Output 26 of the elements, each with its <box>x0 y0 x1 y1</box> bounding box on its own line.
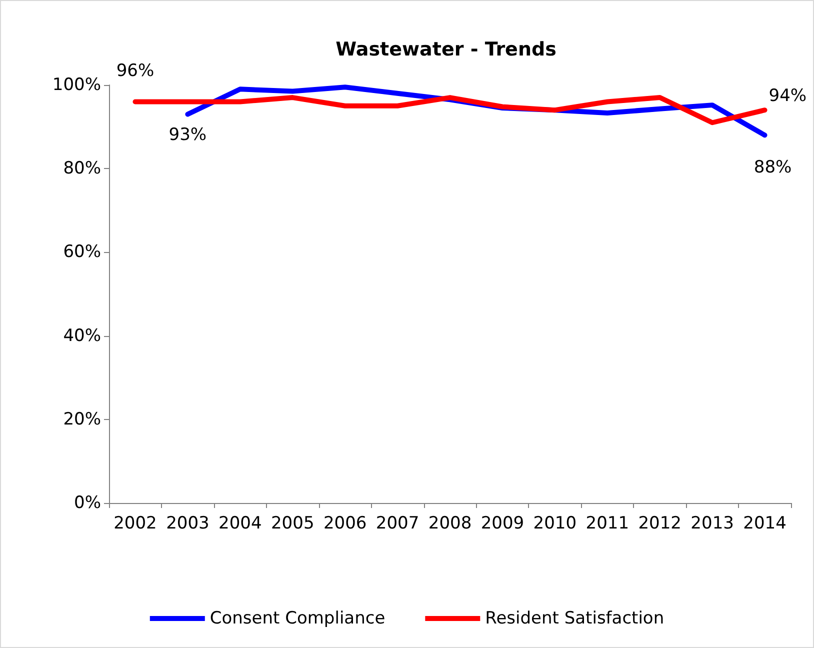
y-tick-label: 60% <box>63 242 101 262</box>
x-tick-label: 2005 <box>270 514 314 534</box>
legend-label: Consent Compliance <box>210 608 386 628</box>
x-tick-label: 2003 <box>166 514 210 534</box>
chart-title: Wastewater - Trends <box>336 38 556 60</box>
x-tick-label: 2008 <box>428 514 472 534</box>
x-tick-label: 2002 <box>114 514 157 534</box>
y-tick-label: 100% <box>52 75 101 95</box>
y-tick-label: 20% <box>63 409 101 430</box>
x-tick-label: 2007 <box>376 514 420 534</box>
x-tick-label: 2010 <box>533 514 577 534</box>
legend-label: Resident Satisfaction <box>485 608 664 628</box>
y-tick-label: 80% <box>63 158 101 179</box>
x-tick-label: 2014 <box>743 514 786 534</box>
x-tick-label: 2009 <box>480 514 524 534</box>
x-tick-label: 2006 <box>323 514 367 534</box>
x-tick-label: 2011 <box>586 514 630 534</box>
data-label: 96% <box>116 61 154 82</box>
data-label: 88% <box>754 158 792 178</box>
x-tick-label: 2004 <box>218 514 262 534</box>
y-tick-label: 40% <box>63 326 101 346</box>
x-tick-label: 2012 <box>638 514 682 534</box>
x-tick-label: 2013 <box>690 514 734 534</box>
data-label: 93% <box>168 124 207 145</box>
y-tick-label: 0% <box>74 493 101 513</box>
data-label: 94% <box>768 86 807 106</box>
